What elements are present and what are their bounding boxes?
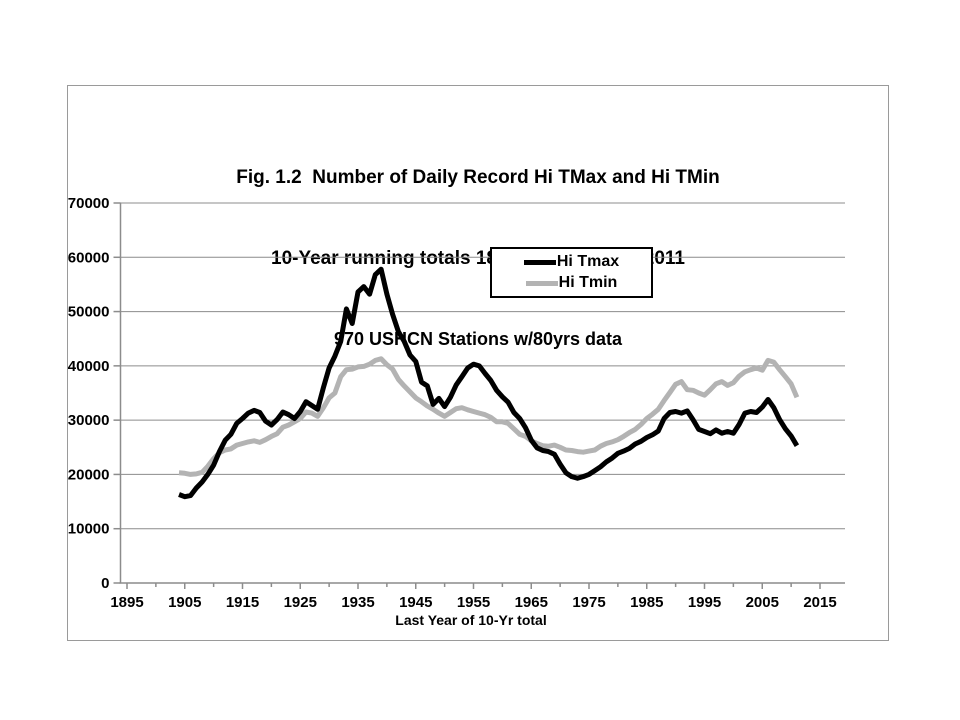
x-tick-label: 1955	[457, 594, 490, 611]
chart-title-line3: 970 USHCN Stations w/80yrs data	[333, 329, 623, 349]
y-tick-label: 70000	[68, 195, 110, 212]
x-tick-label: 1915	[226, 594, 259, 611]
y-tick-label: 50000	[68, 304, 110, 321]
hi-tmin-legend-label: Hi Tmin	[558, 274, 618, 291]
x-axis-title: Last Year of 10-Yr total	[395, 612, 547, 628]
x-tick-label: 1895	[110, 594, 143, 611]
legend-item-hi-tmax: Hi Tmax	[492, 253, 651, 271]
hi-tmax-legend-label: Hi Tmax	[556, 253, 620, 270]
y-tick-label: 30000	[68, 412, 110, 429]
x-tick-label: 2005	[746, 594, 779, 611]
x-tick-label: 1925	[284, 594, 317, 611]
legend: Hi Tmax Hi Tmin	[490, 247, 653, 298]
series-line-hi-tmin	[178, 356, 800, 477]
x-tick-label: 1945	[399, 594, 432, 611]
y-tick-label: 40000	[68, 358, 110, 375]
x-tick-label: 1985	[630, 594, 663, 611]
chart-title-line1: Fig. 1.2 Number of Daily Record Hi TMax …	[236, 167, 720, 188]
hi-tmax-line-swatch	[523, 259, 556, 265]
x-tick-label: 1905	[168, 594, 201, 611]
y-tick-label: 20000	[68, 466, 110, 483]
legend-item-hi-tmin: Hi Tmin	[492, 274, 651, 292]
x-tick-label: 2015	[803, 594, 836, 611]
x-tick-label: 1975	[572, 594, 605, 611]
y-tick-label: 60000	[68, 249, 110, 266]
y-tick-label: 0	[101, 575, 109, 592]
y-tick-label: 10000	[68, 521, 110, 538]
series-line-hi-tmax	[178, 266, 800, 500]
x-tick-label: 1965	[515, 594, 548, 611]
hi-tmin-line-swatch	[525, 280, 558, 286]
x-tick-label: 1995	[688, 594, 721, 611]
x-tick-label: 1935	[341, 594, 374, 611]
